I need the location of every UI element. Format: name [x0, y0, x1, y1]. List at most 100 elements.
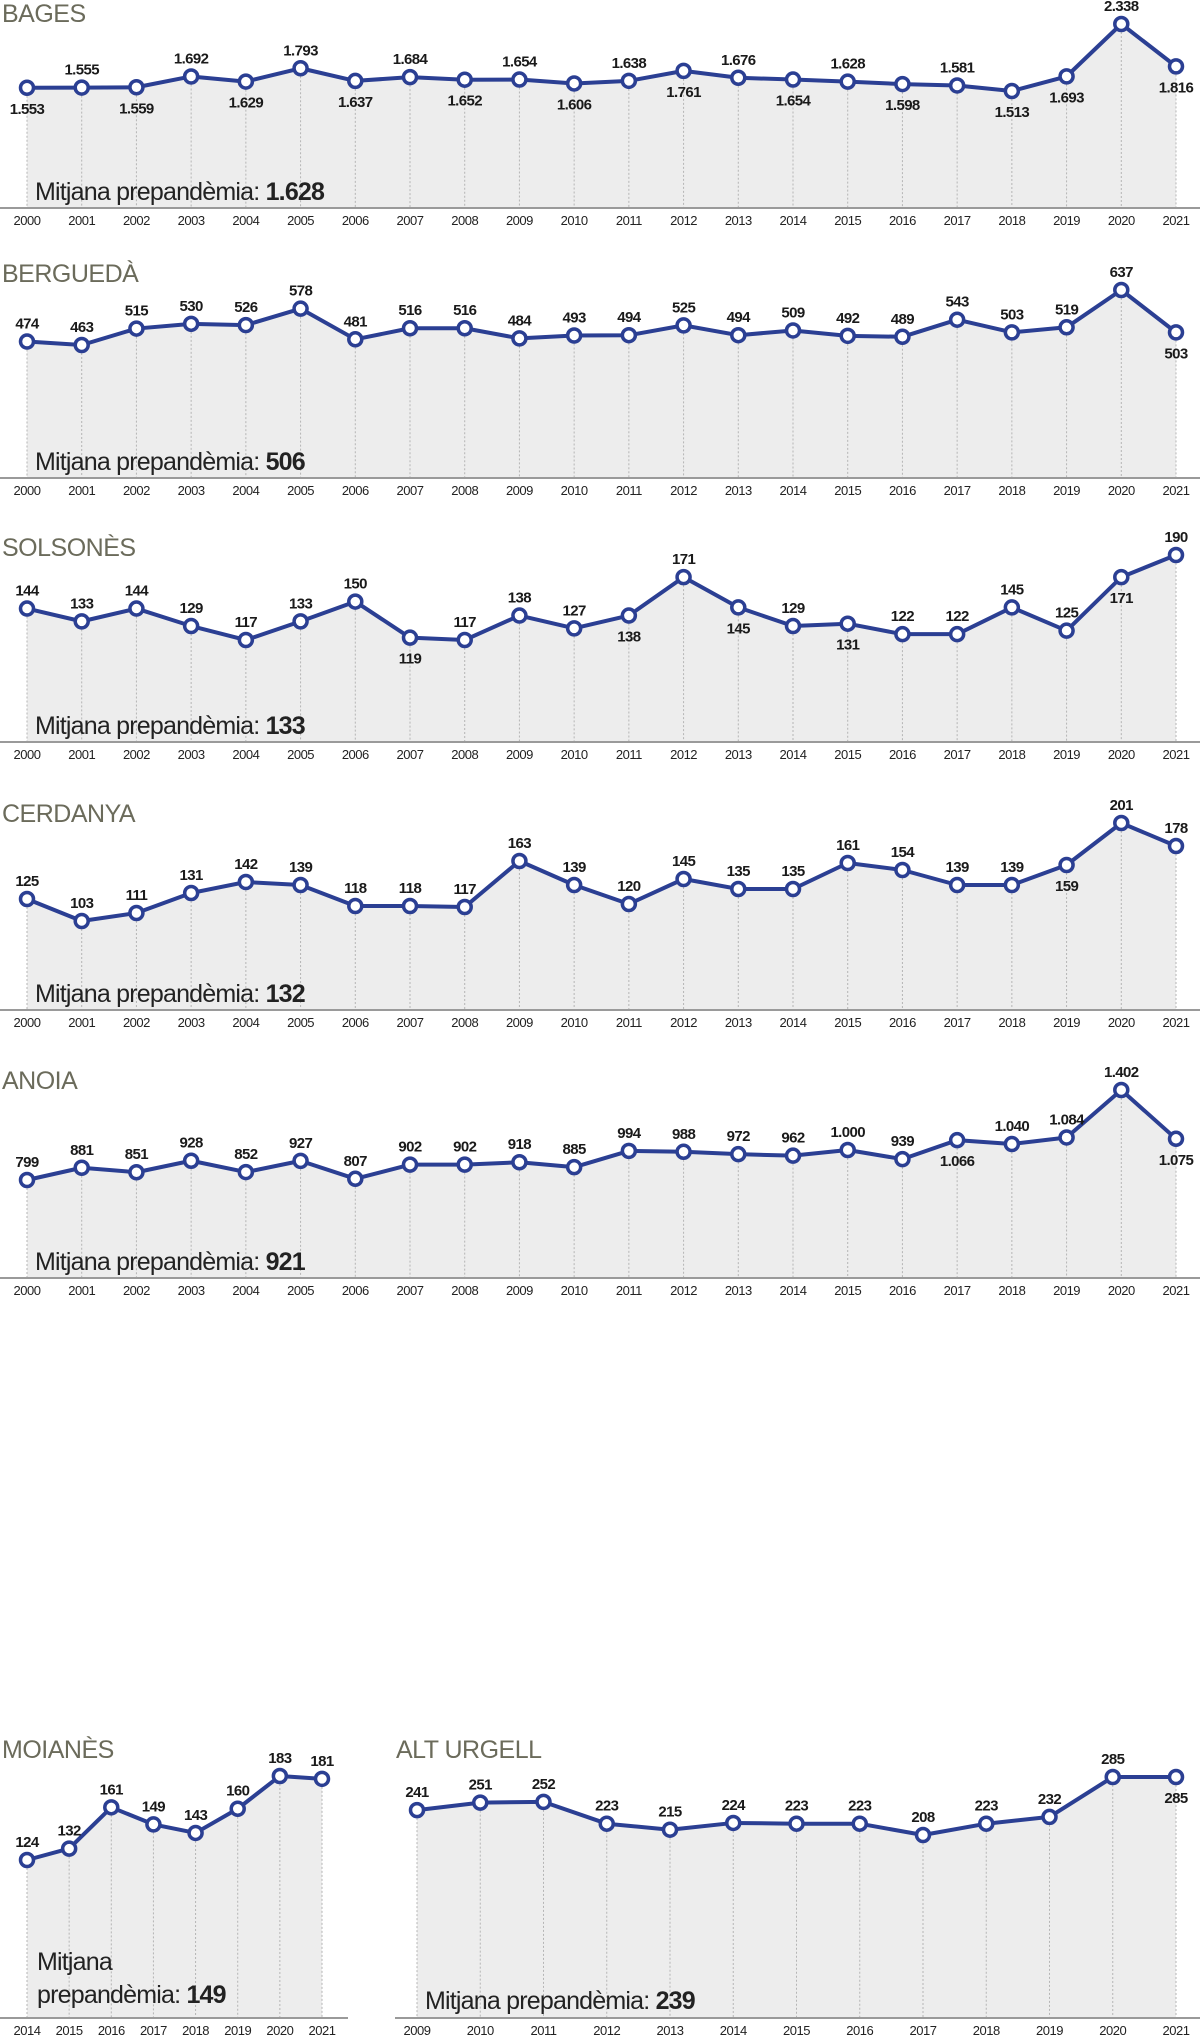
data-point-2021 [1167, 58, 1185, 75]
average-label-text: prepandèmia: [37, 1981, 186, 2009]
data-point-2018 [1003, 1135, 1021, 1153]
x-tick-label-2016: 2016 [889, 213, 916, 228]
chart-panel-bages: BAGES 2000 2001 2002 2003 2004 2005 2006 2007 200… [0, 0, 1200, 228]
data-label-2020: 637 [1110, 264, 1133, 281]
data-point-2011 [620, 1142, 638, 1160]
average-label: prepandèmia: 149 [37, 1981, 226, 2009]
data-point-2017 [948, 1131, 966, 1149]
data-label-2008: 902 [453, 1139, 476, 1156]
x-tick-label-2017: 2017 [944, 1283, 971, 1298]
data-point-2000 [18, 890, 36, 908]
x-tick-label-2007: 2007 [397, 1015, 424, 1030]
data-label-2018: 1.040 [995, 1118, 1030, 1135]
x-tick-label-2003: 2003 [178, 213, 205, 228]
data-label-2006: 150 [344, 576, 367, 593]
average-label-text: Mitjana prepandèmia: [35, 448, 266, 476]
x-tick-label-2010: 2010 [561, 483, 588, 498]
data-point-2013 [661, 1821, 679, 1838]
x-tick-label-2021: 2021 [1163, 1283, 1190, 1298]
data-point-2010 [565, 876, 583, 894]
data-point-2012 [598, 1815, 615, 1832]
data-label-2006: 807 [344, 1153, 367, 1170]
data-point-2006 [347, 593, 364, 610]
x-tick-label-2007: 2007 [397, 747, 424, 762]
x-tick-label-2020: 2020 [1108, 213, 1135, 228]
data-label-2015: 492 [836, 310, 859, 327]
data-point-2007 [401, 1156, 419, 1173]
chart-title: CERDANYA [2, 800, 136, 828]
data-point-2012 [675, 568, 692, 586]
data-point-2021 [313, 1770, 331, 1788]
data-point-2009 [511, 852, 528, 870]
x-tick-label-2014: 2014 [780, 1283, 807, 1298]
x-tick-label-2008: 2008 [451, 1283, 478, 1298]
data-point-2010 [565, 620, 583, 637]
x-tick-label-2019: 2019 [1053, 213, 1080, 228]
data-label-2002: 1.559 [119, 100, 154, 117]
data-point-2016 [894, 1150, 911, 1168]
data-label-2007: 119 [399, 651, 422, 668]
x-tick-label-2003: 2003 [178, 483, 205, 498]
data-point-2007 [401, 629, 419, 646]
x-tick-label-2012: 2012 [670, 1015, 697, 1030]
data-label-2020: 171 [1110, 590, 1133, 607]
x-tick-label-2009: 2009 [506, 1015, 533, 1030]
data-point-2007 [401, 319, 419, 337]
data-label-2004: 142 [234, 856, 257, 873]
data-point-2006 [347, 1170, 364, 1188]
data-label-2002: 111 [126, 887, 148, 904]
data-point-2008 [456, 71, 473, 88]
x-tick-label-2019: 2019 [224, 2023, 251, 2038]
data-point-2014 [784, 1147, 802, 1164]
x-tick-label-2010: 2010 [561, 1283, 588, 1298]
x-tick-label-2017: 2017 [944, 747, 971, 762]
data-label-2009: 918 [508, 1136, 531, 1153]
data-point-2007 [401, 897, 419, 915]
data-point-2004 [237, 316, 255, 334]
x-tick-label-2014: 2014 [780, 483, 807, 498]
x-tick-label-2004: 2004 [232, 213, 259, 228]
data-label-2013: 135 [727, 863, 750, 880]
data-point-2014 [784, 322, 802, 339]
data-point-2005 [292, 300, 309, 317]
data-point-2017 [948, 77, 966, 94]
data-label-2017: 543 [946, 294, 969, 311]
data-point-2009 [511, 330, 528, 347]
data-point-2005 [292, 1152, 309, 1170]
data-label-2008: 117 [454, 881, 477, 898]
chart-title: MOIANÈS [2, 1735, 114, 1764]
x-tick-label-2008: 2008 [451, 1015, 478, 1030]
data-label-2005: 578 [289, 283, 312, 300]
data-point-2015 [839, 854, 856, 872]
data-point-2011 [620, 895, 638, 913]
data-label-2019: 1.693 [1049, 89, 1084, 106]
data-label-2013: 1.676 [721, 52, 756, 69]
data-point-2021 [1167, 324, 1185, 341]
data-point-2016 [894, 861, 911, 879]
x-tick-label-2013: 2013 [657, 2023, 684, 2038]
x-tick-label-2013: 2013 [725, 747, 752, 762]
data-label-2020: 2.338 [1104, 0, 1139, 15]
data-label-2007: 516 [398, 302, 421, 319]
data-point-2021 [1167, 1768, 1185, 1786]
x-tick-label-2001: 2001 [68, 747, 95, 762]
x-tick-label-2006: 2006 [342, 213, 369, 228]
data-label-2016: 1.598 [885, 97, 920, 114]
data-point-2015 [839, 327, 856, 345]
data-label-2003: 928 [180, 1135, 203, 1152]
data-label-2017: 139 [946, 859, 969, 876]
area-fill [27, 24, 1176, 208]
data-label-2006: 1.637 [338, 94, 373, 111]
data-label-2019: 519 [1055, 301, 1078, 318]
data-label-2017: 149 [142, 1798, 165, 1815]
data-label-2015: 1.628 [830, 56, 865, 73]
x-tick-label-2004: 2004 [232, 1283, 259, 1298]
data-label-2009: 163 [508, 835, 531, 852]
data-label-2021: 178 [1164, 820, 1187, 837]
data-point-2017 [948, 625, 966, 643]
x-tick-label-2009: 2009 [506, 1283, 533, 1298]
data-point-2018 [187, 1824, 204, 1842]
data-point-2000 [18, 79, 36, 97]
data-point-2002 [128, 1163, 145, 1181]
chart-title: BERGUEDÀ [2, 259, 139, 288]
